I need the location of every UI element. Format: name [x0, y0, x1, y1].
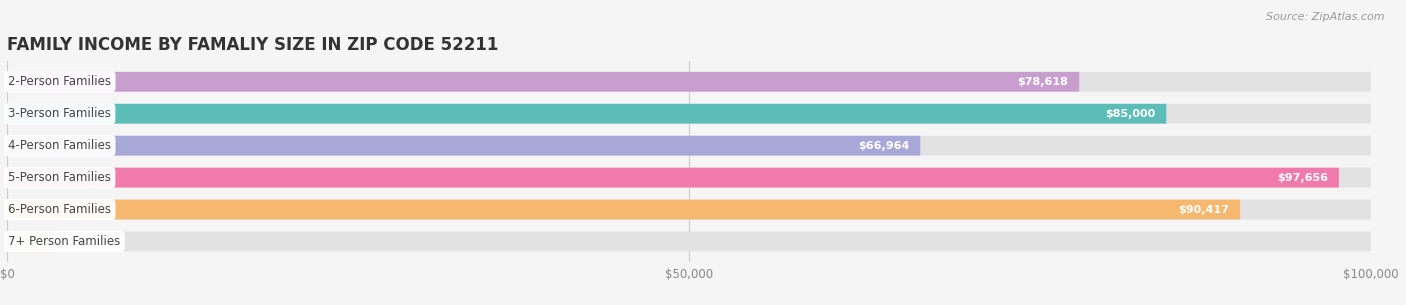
Text: 6-Person Families: 6-Person Families	[8, 203, 111, 216]
FancyBboxPatch shape	[7, 136, 921, 156]
Text: $85,000: $85,000	[1105, 109, 1156, 119]
Text: FAMILY INCOME BY FAMALIY SIZE IN ZIP CODE 52211: FAMILY INCOME BY FAMALIY SIZE IN ZIP COD…	[7, 36, 498, 54]
Text: 4-Person Families: 4-Person Families	[8, 139, 111, 152]
FancyBboxPatch shape	[7, 200, 1240, 220]
Text: 3-Person Families: 3-Person Families	[8, 107, 111, 120]
FancyBboxPatch shape	[7, 200, 1371, 220]
Text: 5-Person Families: 5-Person Families	[8, 171, 111, 184]
Text: $0: $0	[69, 237, 84, 246]
FancyBboxPatch shape	[7, 168, 1339, 188]
Text: 7+ Person Families: 7+ Person Families	[8, 235, 121, 248]
FancyBboxPatch shape	[7, 231, 1371, 251]
Text: Source: ZipAtlas.com: Source: ZipAtlas.com	[1267, 12, 1385, 22]
FancyBboxPatch shape	[7, 104, 1371, 124]
Text: $90,417: $90,417	[1178, 205, 1229, 215]
Text: $66,964: $66,964	[858, 141, 910, 151]
FancyBboxPatch shape	[7, 231, 55, 251]
FancyBboxPatch shape	[7, 72, 1371, 92]
FancyBboxPatch shape	[7, 104, 1167, 124]
FancyBboxPatch shape	[7, 136, 1371, 156]
FancyBboxPatch shape	[7, 168, 1371, 188]
Text: 2-Person Families: 2-Person Families	[8, 75, 111, 88]
FancyBboxPatch shape	[7, 72, 1080, 92]
Text: $97,656: $97,656	[1277, 173, 1329, 183]
Text: $78,618: $78,618	[1018, 77, 1069, 87]
